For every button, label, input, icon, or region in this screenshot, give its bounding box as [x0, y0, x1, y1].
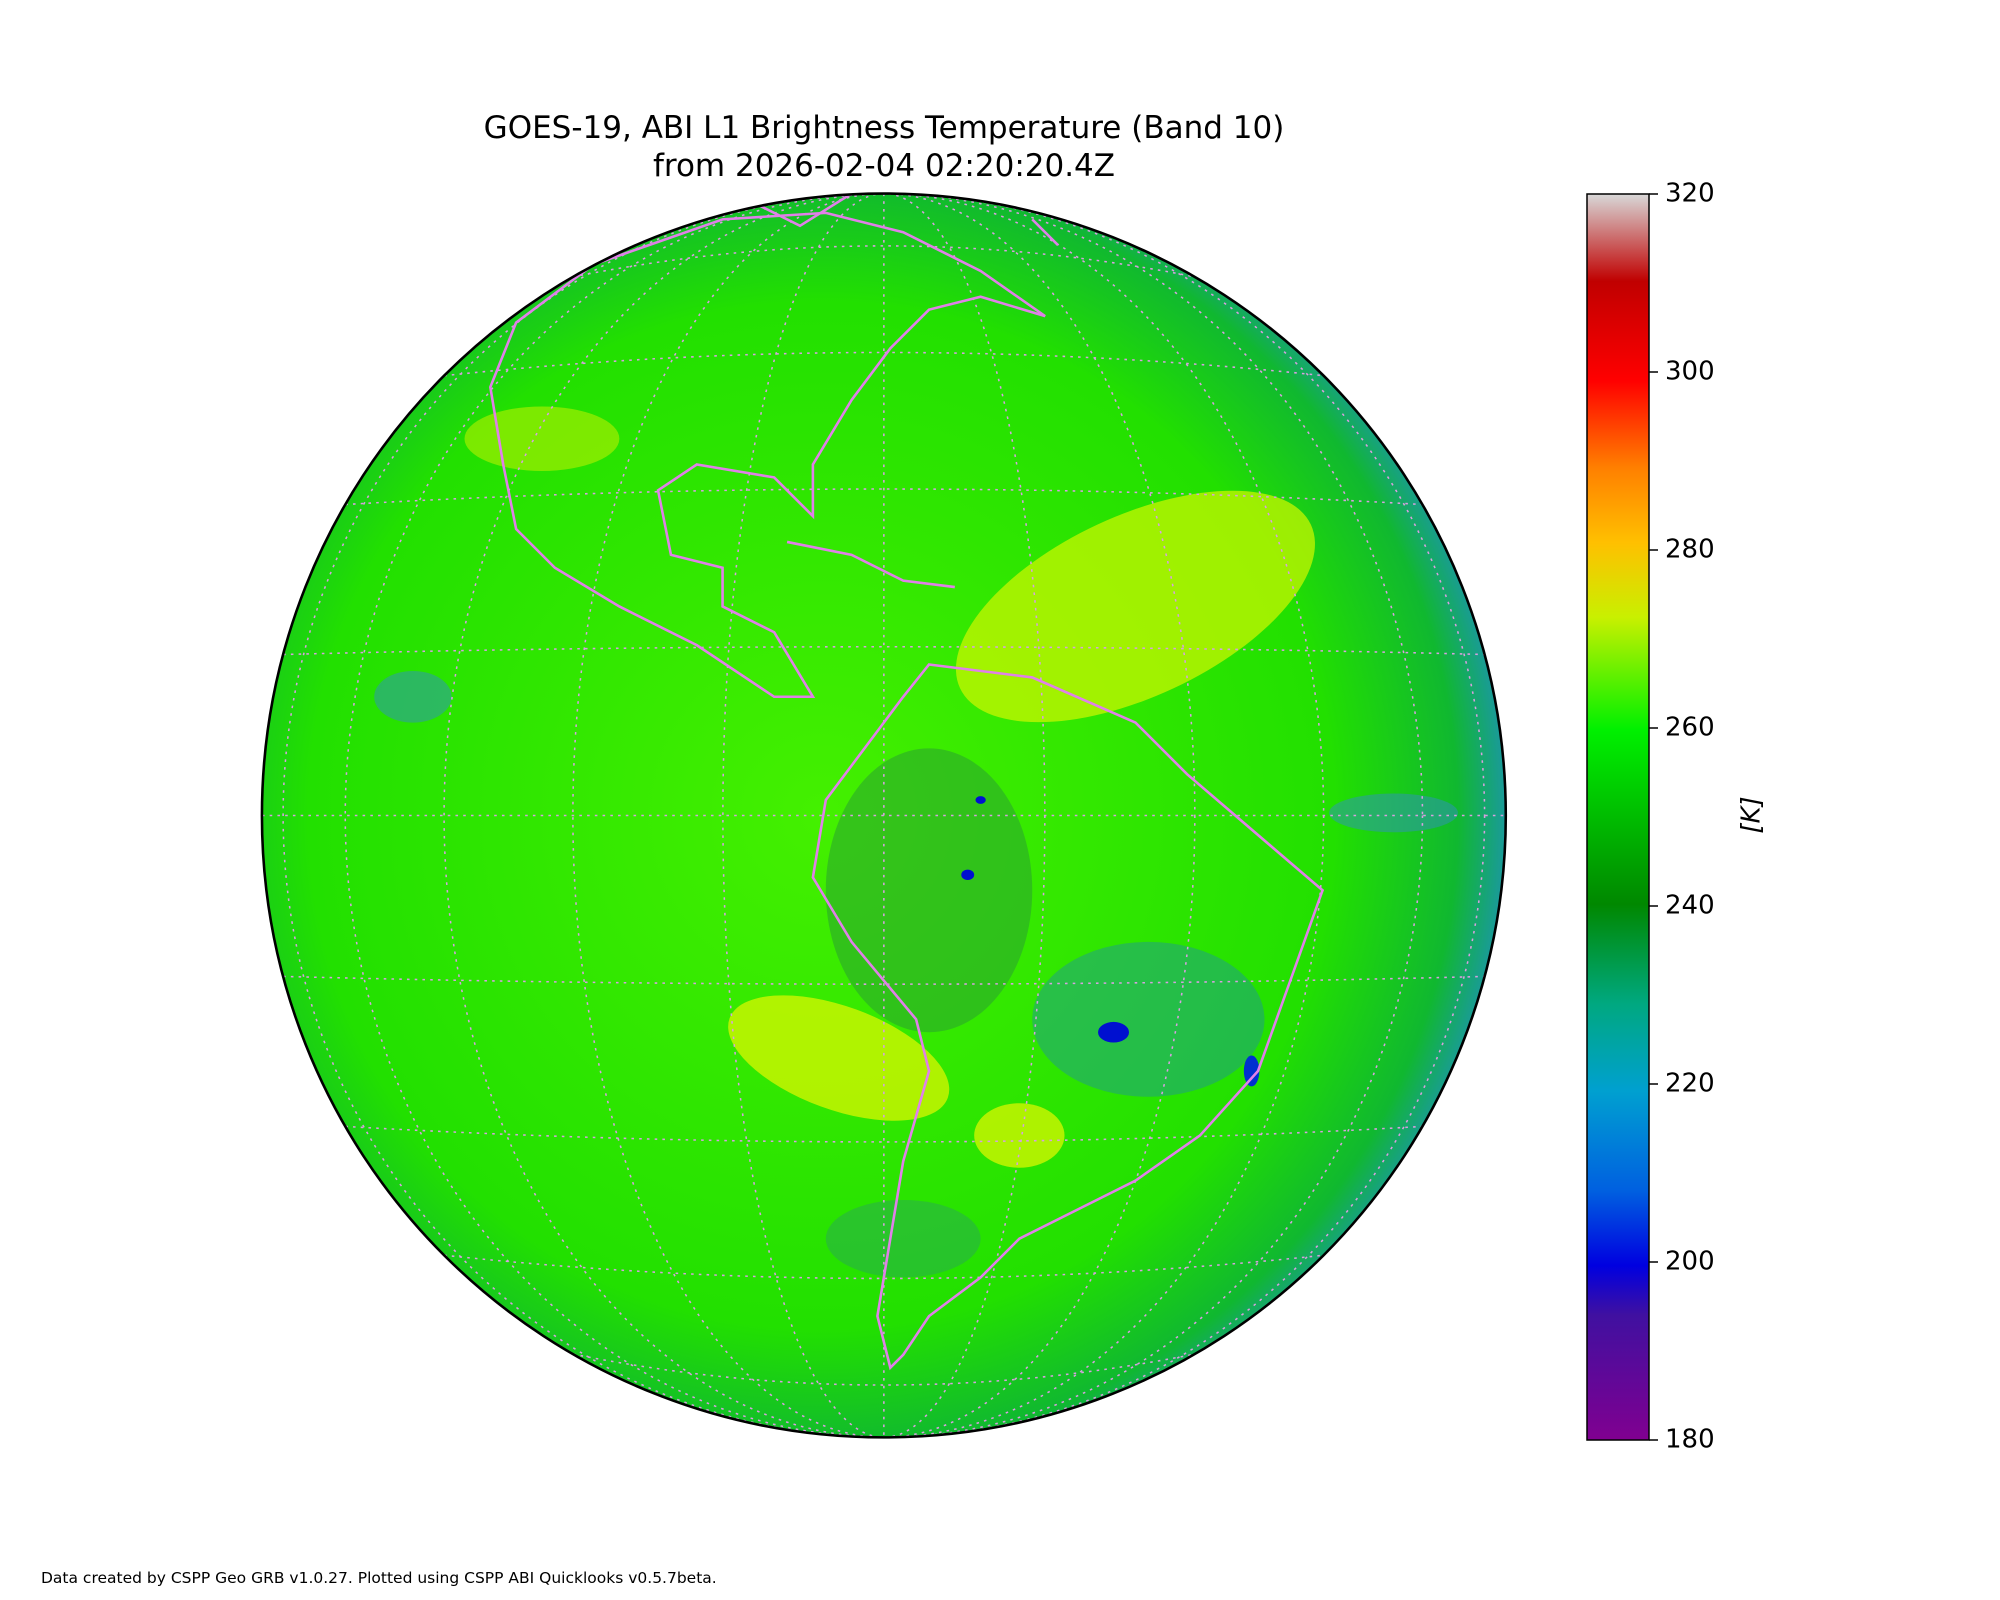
- parallel: [283, 975, 1485, 985]
- colorbar-tick-label: 320: [1665, 179, 1715, 209]
- globe-outline: [260, 192, 1508, 1439]
- title: GOES-19, ABI L1 Brightness Temperature (…: [484, 110, 1285, 146]
- meridian: [344, 193, 1424, 1438]
- subtitle: from 2026-02-04 02:20:20.4Z: [653, 148, 1115, 184]
- meridian: [572, 193, 1196, 1438]
- colorbar: 180 200 220 240 260 280 300 320: [1586, 179, 1715, 1455]
- colorbar-tick-label: 220: [1665, 1069, 1715, 1099]
- parallel: [283, 645, 1485, 656]
- coastlines: [488, 193, 1325, 1371]
- colorbar-tick-label: 200: [1665, 1247, 1715, 1277]
- colorbar-tick-label: 180: [1665, 1425, 1715, 1455]
- colorbar-tick-label: 280: [1665, 535, 1715, 565]
- colorbar-tick-label: 240: [1665, 891, 1715, 921]
- colorbar-tick-label: 260: [1665, 713, 1715, 743]
- colorbar-label: [K]: [1737, 796, 1767, 833]
- meridian: [282, 193, 1486, 1438]
- globe: [260, 192, 1508, 1439]
- colorbar-tick-label: 300: [1665, 357, 1715, 387]
- footer: Data created by CSPP Geo GRB v1.0.27. Pl…: [41, 1569, 717, 1587]
- imagery: [374, 406, 1459, 1278]
- colorbar-ramp: [1586, 193, 1650, 1441]
